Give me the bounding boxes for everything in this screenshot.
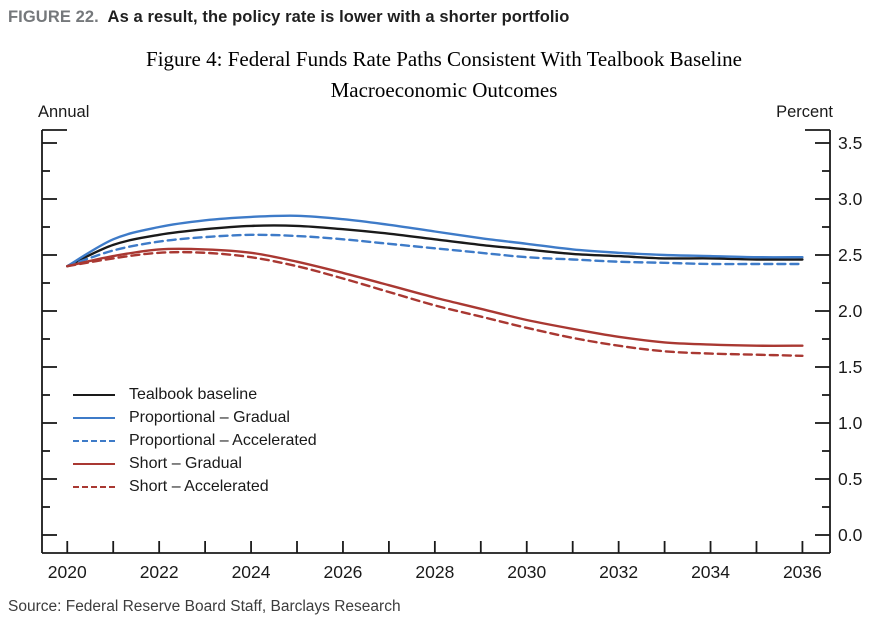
series-line-proportional-accelerated xyxy=(66,233,804,268)
right-axis-unit-label: Percent xyxy=(776,103,833,121)
x-axis-tick-label: 2030 xyxy=(507,562,546,582)
series-line-short-accelerated xyxy=(66,250,804,357)
legend-label: Short – Accelerated xyxy=(129,477,269,495)
series-line-tealbook-baseline xyxy=(66,224,804,268)
legend-label: Proportional – Gradual xyxy=(129,408,290,426)
x-axis-tick-label: 2028 xyxy=(415,562,454,582)
y-axis-tick-label: 1.0 xyxy=(838,413,863,433)
figure-header-title: As a result, the policy rate is lower wi… xyxy=(107,8,570,26)
source-note: Source: Federal Reserve Board Staff, Bar… xyxy=(8,598,401,615)
left-axis-unit-label: Annual xyxy=(38,103,90,121)
x-axis-tick-label: 2022 xyxy=(140,562,179,582)
legend-label: Short – Gradual xyxy=(129,454,242,472)
chart-title-line2: Macroeconomic Outcomes xyxy=(330,78,558,102)
legend-line-sample-icon xyxy=(73,416,115,419)
legend-line-sample-icon xyxy=(73,462,115,465)
x-axis-tick-label: 2024 xyxy=(232,562,271,582)
y-axis-tick-label: 1.5 xyxy=(838,357,862,377)
x-axis-tick-label: 2020 xyxy=(48,562,87,582)
x-axis-tick-label: 2026 xyxy=(323,562,362,582)
chart-title: Figure 4: Federal Funds Rate Paths Consi… xyxy=(0,44,888,106)
legend-line-sample-icon xyxy=(73,393,115,396)
y-axis-tick-label: 3.5 xyxy=(838,133,862,153)
series-line-proportional-gradual xyxy=(66,214,804,268)
legend-row-short-accelerated: Short – Accelerated xyxy=(73,475,317,498)
y-axis-tick-label: 0.0 xyxy=(838,525,863,545)
legend-label: Tealbook baseline xyxy=(129,385,258,403)
legend-row-proportional-gradual: Proportional – Gradual xyxy=(73,406,317,429)
legend-line-sample-icon xyxy=(73,439,115,442)
legend-row-proportional-accelerated: Proportional – Accelerated xyxy=(73,429,317,452)
legend-label: Proportional – Accelerated xyxy=(129,431,317,449)
legend-row-tealbook-baseline: Tealbook baseline xyxy=(73,383,317,406)
legend-row-short-gradual: Short – Gradual xyxy=(73,452,317,475)
x-axis-tick-label: 2034 xyxy=(691,562,730,582)
series-line-short-gradual xyxy=(66,247,804,347)
y-axis-tick-label: 2.5 xyxy=(838,245,862,265)
legend-line-sample-icon xyxy=(73,485,115,488)
figure-header: FIGURE 22. As a result, the policy rate … xyxy=(8,8,569,27)
chart-legend: Tealbook baseline Proportional – Gradual… xyxy=(73,383,317,498)
y-axis-tick-label: 3.0 xyxy=(838,189,863,209)
chart-title-line1: Figure 4: Federal Funds Rate Paths Consi… xyxy=(146,47,742,71)
x-axis-tick-label: 2036 xyxy=(783,562,822,582)
y-axis-tick-label: 2.0 xyxy=(838,301,863,321)
figure-number-label: FIGURE 22. xyxy=(8,8,99,26)
x-axis-tick-label: 2032 xyxy=(599,562,638,582)
y-axis-tick-label: 0.5 xyxy=(838,469,862,489)
